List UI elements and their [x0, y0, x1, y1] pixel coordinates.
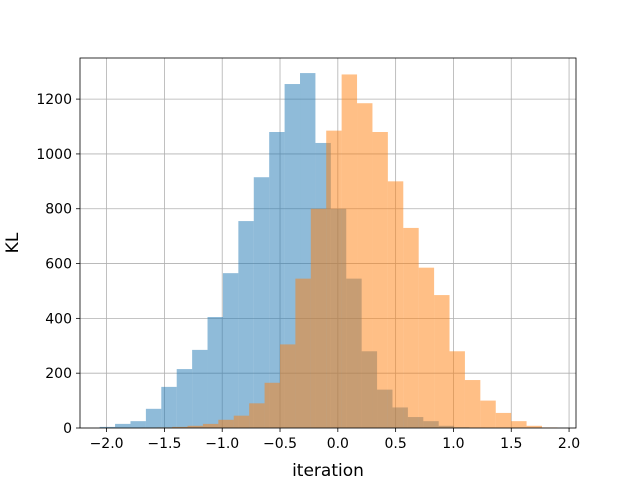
histogram-bar-series-2 — [449, 351, 465, 428]
histogram-bar-series-2 — [187, 425, 203, 428]
y-tick-label: 800 — [45, 202, 72, 218]
histogram-bar-series-1 — [130, 421, 146, 428]
histogram-bar-series-2 — [218, 419, 234, 428]
plot-frame — [79, 57, 577, 429]
histogram-bar-series-1 — [99, 426, 116, 428]
histogram-bar-series-2 — [202, 423, 219, 428]
x-tick-label: 1.5 — [500, 436, 522, 452]
x-axis-label: iteration — [292, 461, 364, 480]
histogram-bar-series-2 — [295, 278, 311, 428]
histogram-bar-series-2 — [341, 74, 358, 428]
x-tick-label: 1.0 — [442, 436, 464, 452]
histogram-bar-series-1 — [176, 369, 193, 428]
histogram-bar-series-1 — [161, 386, 177, 428]
histogram-bar-series-2 — [279, 344, 296, 428]
y-tick-label: 1200 — [36, 92, 72, 108]
y-axis-ticks: 0 200 400 600 800 1000 1200 — [36, 92, 80, 437]
x-axis-ticks: −2.0 −1.5 −1.0 −0.5 0.0 0.5 1.0 1.5 2.0 — [90, 428, 580, 452]
histogram-bar-series-1 — [222, 273, 239, 428]
histogram-bar-series-2 — [464, 380, 481, 428]
x-tick-label: −1.0 — [205, 436, 239, 452]
histogram-bars — [99, 73, 558, 429]
y-tick-label: 200 — [45, 366, 72, 382]
x-tick-label: −1.5 — [147, 436, 181, 452]
histogram-bar-series-2 — [526, 425, 542, 428]
histogram-bar-series-2 — [434, 295, 450, 428]
x-tick-label: 0.0 — [327, 436, 349, 452]
histogram-bar-series-1 — [192, 349, 208, 428]
x-tick-label: 2.0 — [558, 436, 580, 452]
histogram-bar-series-2 — [511, 421, 527, 428]
x-tick-label: −0.5 — [263, 436, 297, 452]
histogram-bar-series-2 — [326, 130, 342, 428]
y-tick-label: 400 — [45, 311, 72, 327]
y-tick-label: 1000 — [36, 147, 72, 163]
histogram-bar-series-1 — [115, 423, 131, 428]
histogram-bar-series-1 — [207, 317, 223, 428]
x-tick-label: −2.0 — [90, 436, 124, 452]
y-tick-label: 0 — [63, 421, 72, 437]
histogram-bar-series-2 — [310, 208, 327, 428]
histogram-bar-series-2 — [418, 267, 435, 428]
histogram-bar-series-2 — [387, 181, 404, 428]
histogram-bar-series-2 — [249, 403, 265, 428]
histogram-bar-series-1 — [238, 221, 254, 428]
y-axis-label: KL — [3, 232, 23, 253]
x-tick-label: 0.5 — [385, 436, 407, 452]
histogram-bar-series-2 — [480, 400, 496, 428]
histogram-bar-series-2 — [264, 382, 280, 428]
histogram-bar-series-2 — [372, 132, 388, 428]
histogram-bar-series-2 — [172, 426, 188, 428]
histogram-bar-series-2 — [403, 227, 419, 428]
histogram-bar-series-2 — [357, 103, 373, 428]
histogram-bar-series-2 — [495, 412, 512, 428]
histogram-bar-series-2 — [233, 415, 250, 428]
histogram-bar-series-1 — [253, 177, 270, 428]
histogram-bar-series-1 — [145, 408, 162, 428]
y-tick-label: 600 — [45, 257, 72, 273]
